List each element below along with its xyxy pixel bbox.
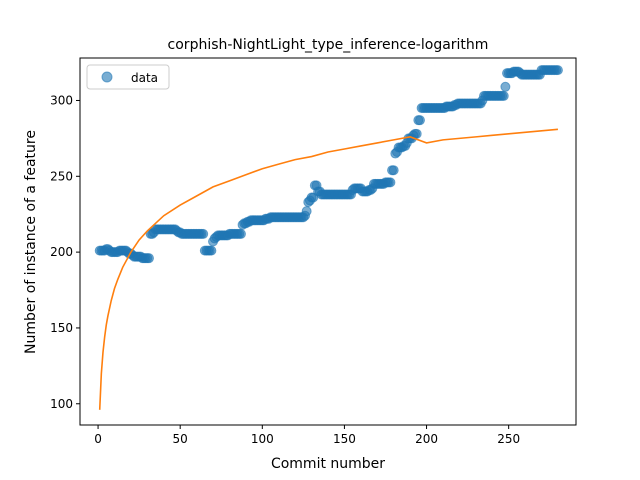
x-tick-label-200: 200 [415, 432, 438, 446]
data-point-64 [199, 229, 208, 238]
y-tick-label-150: 150 [50, 321, 73, 335]
y-tick-label-250: 250 [50, 169, 73, 183]
x-axis-label: Commit number [271, 456, 385, 472]
data-point-69 [207, 246, 216, 255]
legend: data [87, 65, 169, 89]
data-point-180 [389, 166, 398, 175]
y-tick-label-300: 300 [50, 93, 73, 107]
data-point-280 [553, 66, 562, 75]
data-point-248 [501, 82, 510, 91]
x-tick-label-0: 0 [94, 432, 102, 446]
data-point-127 [302, 207, 311, 216]
chart-title: corphish-NightLight_type_inference-logar… [168, 37, 489, 53]
y-tick-label-100: 100 [50, 397, 73, 411]
legend-marker-data [102, 72, 112, 82]
data-point-194 [412, 129, 421, 138]
data-point-196 [415, 116, 424, 125]
data-point-87 [236, 229, 245, 238]
y-axis-label: Number of instance of a feature [23, 130, 39, 354]
legend-label-data: data [131, 71, 158, 85]
y-tick-label-200: 200 [50, 245, 73, 259]
x-tick-label-100: 100 [251, 432, 274, 446]
x-tick-label-50: 50 [173, 432, 188, 446]
x-tick-label-250: 250 [497, 432, 520, 446]
data-point-178 [386, 178, 395, 187]
data-point-31 [144, 254, 153, 263]
data-point-247 [499, 91, 508, 100]
x-tick-label-150: 150 [333, 432, 356, 446]
